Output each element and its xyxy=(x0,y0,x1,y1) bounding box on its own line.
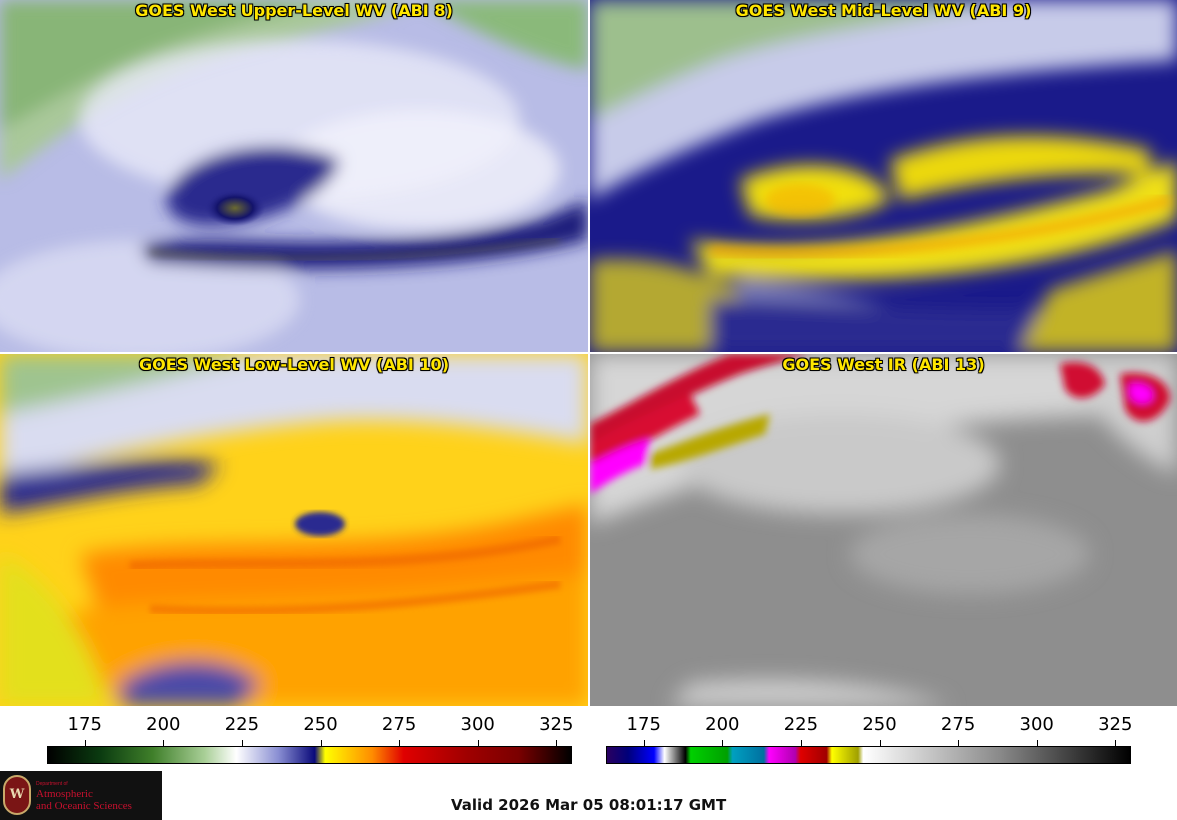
colorbar-tick-mark xyxy=(556,740,558,746)
mid-wv-image xyxy=(590,0,1177,352)
colorbar-tick-mark xyxy=(163,740,165,746)
colorbar-tick-mark xyxy=(1115,740,1117,746)
panel-low-level-wv: GOES West Low-Level WV (ABI 10) xyxy=(0,354,588,706)
colorbar-tick-label: 275 xyxy=(940,714,976,735)
colorbar-tick-label: 200 xyxy=(705,714,740,735)
logo-line-1: Atmospheric xyxy=(36,788,93,800)
aos-logo: W Department of Atmospheric and Oceanic … xyxy=(0,771,162,820)
panel-upper-level-wv: GOES West Upper-Level WV (ABI 8) xyxy=(0,0,588,352)
colorbar-tick-label: 250 xyxy=(862,714,897,735)
colorbar-tick-mark xyxy=(722,740,724,746)
wv-colorbar: 175 200 225 250 275 300 325 xyxy=(47,706,574,766)
colorbar-tick-mark xyxy=(958,740,960,746)
panel-mid-level-wv: GOES West Mid-Level WV (ABI 9) xyxy=(590,0,1177,352)
colorbar-tick-label: 225 xyxy=(783,714,819,735)
colorbar-tick-mark xyxy=(477,740,479,746)
colorbar-tick-mark xyxy=(1036,740,1038,746)
colorbar-tick-label: 325 xyxy=(1098,714,1133,735)
colorbar-tick-mark xyxy=(643,740,645,746)
logo-line-2: and Oceanic Sciences xyxy=(36,800,132,812)
logo-dept-line: Department of xyxy=(36,781,68,787)
colorbar-tick-mark xyxy=(800,740,802,746)
colorbar-tick-label: 325 xyxy=(539,714,574,735)
panel-title: GOES West Upper-Level WV (ABI 8) xyxy=(135,1,453,20)
panel-title: GOES West Low-Level WV (ABI 10) xyxy=(138,355,449,374)
panel-ir: GOES West IR (ABI 13) xyxy=(590,354,1177,706)
ir-colorbar-gradient xyxy=(606,746,1131,764)
low-wv-image xyxy=(0,354,588,706)
colorbar-tick-mark xyxy=(84,740,86,746)
panel-title: GOES West Mid-Level WV (ABI 9) xyxy=(735,1,1032,20)
colorbar-tick-label: 300 xyxy=(460,714,495,735)
colorbar-tick-mark xyxy=(879,740,881,746)
colorbar-tick-label: 175 xyxy=(67,714,102,735)
wv-colorbar-gradient xyxy=(47,746,572,764)
wv-colorbar-ticks: 175 200 225 250 275 300 325 xyxy=(47,706,574,746)
colorbar-tick-label: 250 xyxy=(303,714,338,735)
uw-seal-icon: W xyxy=(3,775,31,815)
colorbar-tick-mark xyxy=(241,740,243,746)
ir-image xyxy=(590,354,1177,706)
colorbar-tick-label: 225 xyxy=(224,714,260,735)
upper-wv-image xyxy=(0,0,588,352)
colorbar-tick-label: 275 xyxy=(381,714,417,735)
colorbar-tick-mark xyxy=(399,740,401,746)
ir-colorbar: 175 200 225 250 275 300 325 xyxy=(606,706,1133,766)
colorbar-tick-label: 300 xyxy=(1019,714,1054,735)
ir-colorbar-ticks: 175 200 225 250 275 300 325 xyxy=(606,706,1133,746)
colorbar-tick-label: 175 xyxy=(626,714,661,735)
panel-title: GOES West IR (ABI 13) xyxy=(782,355,985,374)
colorbar-tick-mark xyxy=(320,740,322,746)
colorbar-tick-label: 200 xyxy=(146,714,181,735)
valid-time: Valid 2026 Mar 05 08:01:17 GMT xyxy=(451,796,727,814)
